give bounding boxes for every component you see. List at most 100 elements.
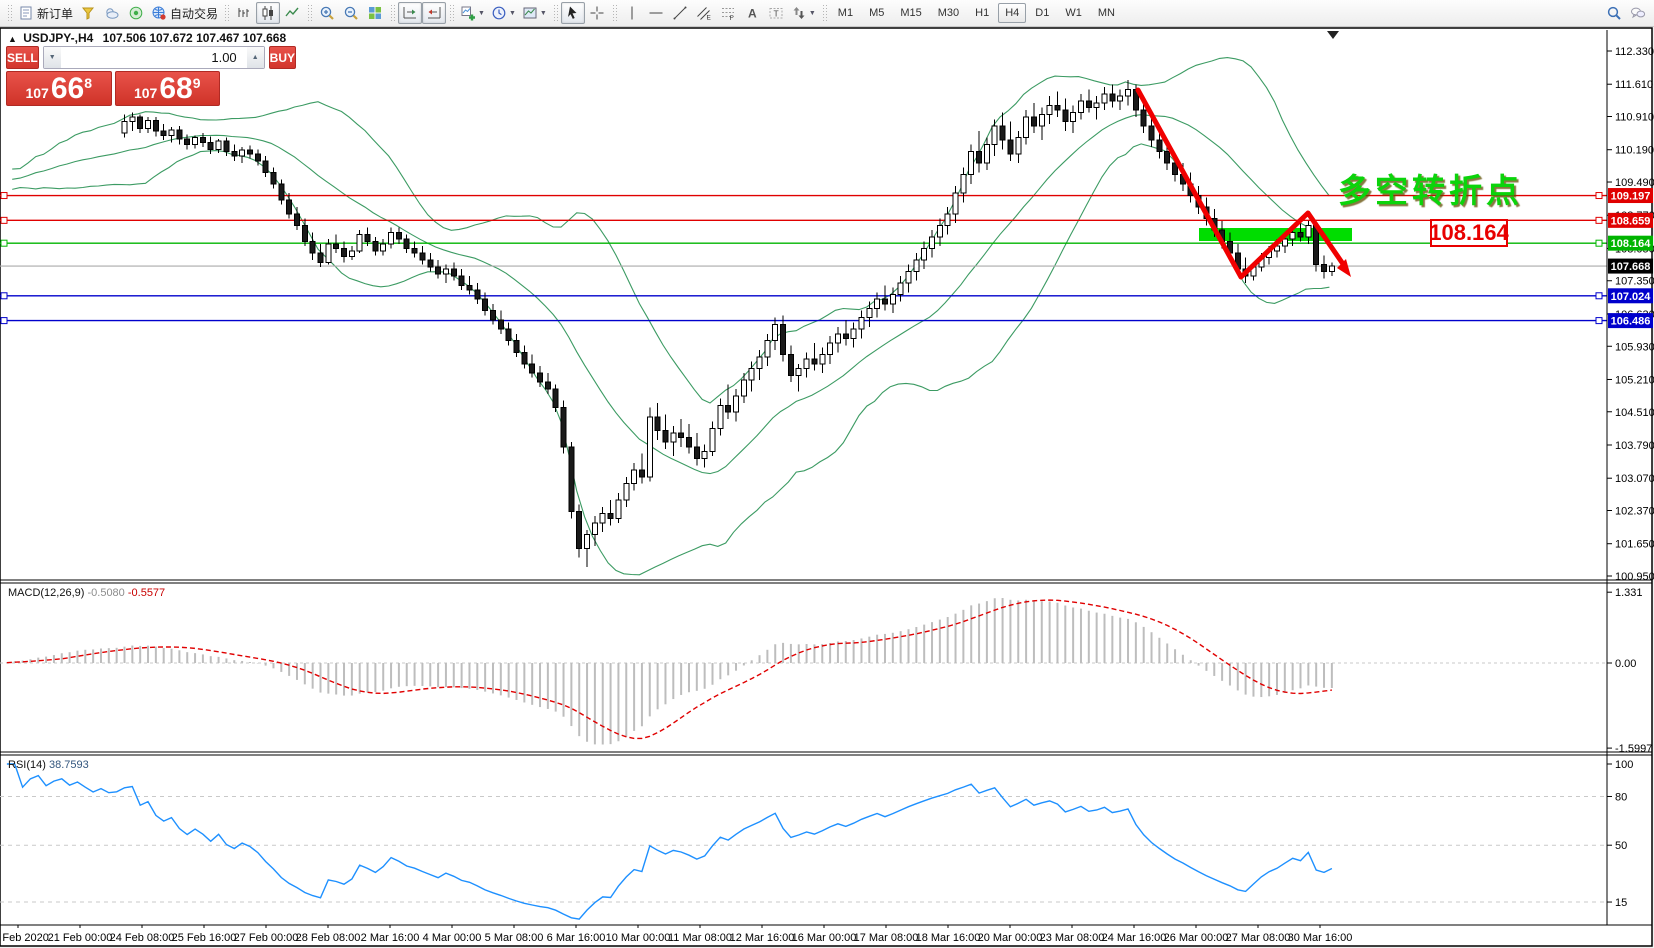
line-handle[interactable] <box>0 317 8 325</box>
line-handle[interactable] <box>1595 216 1603 224</box>
macd-signal-value: -0.5577 <box>127 587 166 599</box>
toolbar-group-handle[interactable] <box>390 4 396 22</box>
toolbar-group-handle[interactable] <box>224 4 230 22</box>
buy-price-box[interactable]: 107 68 9 <box>114 71 220 106</box>
line-handle[interactable] <box>0 216 8 224</box>
zoom-out-button[interactable] <box>339 2 363 24</box>
toolbar-group-handle[interactable] <box>307 4 313 22</box>
vertical-line-button[interactable] <box>620 2 644 24</box>
rsi-value: 38.7593 <box>48 759 89 771</box>
date-label: 4 Mar 00:00 <box>423 932 482 944</box>
chevron-down-icon[interactable]: ▼ <box>478 9 485 17</box>
volume-input[interactable] <box>60 47 247 68</box>
crosshair-button[interactable] <box>585 2 609 24</box>
line-view-button[interactable] <box>280 2 304 24</box>
volume-decrease-button[interactable]: ▼ <box>43 47 61 68</box>
zoomout-icon <box>344 6 358 20</box>
bars-view-button[interactable] <box>232 2 256 24</box>
line-handle[interactable] <box>1595 192 1603 200</box>
macd-signal-line <box>6 599 1332 740</box>
line-handle[interactable] <box>1595 292 1603 300</box>
date-label: 27 Mar 08:00 <box>1226 932 1291 944</box>
date-label: 20 Mar 00:00 <box>978 932 1043 944</box>
chat-button[interactable] <box>1626 2 1650 24</box>
svg-text:T: T <box>773 9 778 19</box>
chevron-down-icon[interactable]: ▼ <box>808 9 816 17</box>
profile-button[interactable] <box>100 2 124 24</box>
trendline-button[interactable] <box>668 2 692 24</box>
cursor-button[interactable] <box>560 2 585 24</box>
line-handle[interactable] <box>1595 239 1603 247</box>
toolbar-group-handle[interactable] <box>552 4 558 22</box>
candles <box>121 80 1335 567</box>
chart-shift-button[interactable] <box>422 2 447 24</box>
timeframe-w1-button[interactable]: W1 <box>1065 7 1082 19</box>
timeframe-m30-button[interactable]: M30 <box>937 7 960 19</box>
indicators-button[interactable]: ▼ <box>457 2 488 24</box>
autotrade-button[interactable]: 自动交易 <box>148 2 221 24</box>
zoomin-icon <box>320 6 334 20</box>
periods-button[interactable]: ▼ <box>488 2 519 24</box>
search-button[interactable] <box>1602 2 1626 24</box>
chevron-down-icon[interactable]: ▼ <box>508 9 516 17</box>
toolbar-group-handle[interactable] <box>611 4 617 22</box>
timeframe-mn-button[interactable]: MN <box>1097 7 1115 19</box>
new-order-button[interactable]: 新订单 <box>15 2 76 24</box>
vline-icon <box>631 6 633 20</box>
arrows-button[interactable]: ▼ <box>788 2 819 24</box>
zoom-in-button[interactable] <box>315 2 339 24</box>
toolbar-group-handle[interactable] <box>7 4 12 22</box>
price-tick-label: 109.490 <box>1615 177 1654 189</box>
signal-button[interactable] <box>124 2 148 24</box>
price-tag-108164[interactable]: 108.164 <box>1429 219 1509 247</box>
macd-label: MACD(12,26,9) -0.5080 -0.5577 <box>8 587 165 599</box>
toolbar-group-handle[interactable] <box>821 4 827 22</box>
collapse-triangle-icon[interactable]: ▲ <box>8 34 17 44</box>
chevron-down-icon[interactable]: ▼ <box>539 9 547 17</box>
svg-text:F: F <box>729 15 733 21</box>
timeframe-m1-button[interactable]: M1 <box>837 7 854 19</box>
buy-price-big: 68 <box>159 72 193 105</box>
date-label: 19 Feb 2020 <box>0 932 49 944</box>
annotation-text[interactable]: 多空转折点 <box>1338 172 1523 209</box>
sell-price-box[interactable]: 107 66 8 <box>6 71 112 106</box>
annotation-arrow[interactable] <box>1135 87 1346 280</box>
line-handle[interactable] <box>1595 317 1603 325</box>
macd-main-value: -0.5080 <box>87 587 125 599</box>
buy-price-sup: 9 <box>192 75 201 91</box>
tile-windows-button[interactable] <box>363 2 387 24</box>
templates-button[interactable]: ▼ <box>519 2 550 24</box>
price-tick-label: 107.350 <box>1615 276 1654 288</box>
timeframe-m5-button[interactable]: M5 <box>869 7 885 19</box>
date-label: 25 Feb 16:00 <box>172 932 237 944</box>
market-watch-button[interactable] <box>76 2 100 24</box>
timeframe-m15-button[interactable]: M15 <box>900 7 922 19</box>
volume-increase-button[interactable]: ▲ <box>246 47 264 68</box>
auto-scroll-button[interactable] <box>398 2 423 24</box>
buy-button[interactable]: BUY <box>268 46 297 69</box>
sell-button[interactable]: SELL <box>6 46 39 69</box>
bb-middle <box>12 114 1330 475</box>
timeframe-d1-button[interactable]: D1 <box>1035 7 1050 19</box>
text-label-button[interactable]: T <box>764 2 788 24</box>
chart-shift-marker[interactable] <box>1327 31 1339 39</box>
toolbar-group-handle[interactable] <box>449 4 455 22</box>
date-label: 11 Mar 08:00 <box>668 932 732 944</box>
text-button[interactable]: A <box>740 2 764 24</box>
fibonacci-button[interactable]: F <box>716 2 740 24</box>
line-handle[interactable] <box>0 239 8 247</box>
price-tick-label: 110.910 <box>1615 112 1654 124</box>
timeframe-h4-button[interactable]: H4 <box>998 3 1027 23</box>
timeframe-h1-button[interactable]: H1 <box>975 7 990 19</box>
horizontal-line-button[interactable] <box>644 2 668 24</box>
annotation-arrow-head[interactable] <box>1337 259 1351 277</box>
line-handle[interactable] <box>0 192 8 200</box>
shiftR-icon <box>428 7 441 19</box>
candles-view-button[interactable] <box>256 2 281 24</box>
rsi-tick-label: 100 <box>1615 759 1633 771</box>
bars-icon <box>238 8 250 17</box>
equidistant-channel-button[interactable]: E <box>692 2 716 24</box>
rsi-tick-label: 80 <box>1615 791 1627 803</box>
line-handle[interactable] <box>0 292 8 300</box>
